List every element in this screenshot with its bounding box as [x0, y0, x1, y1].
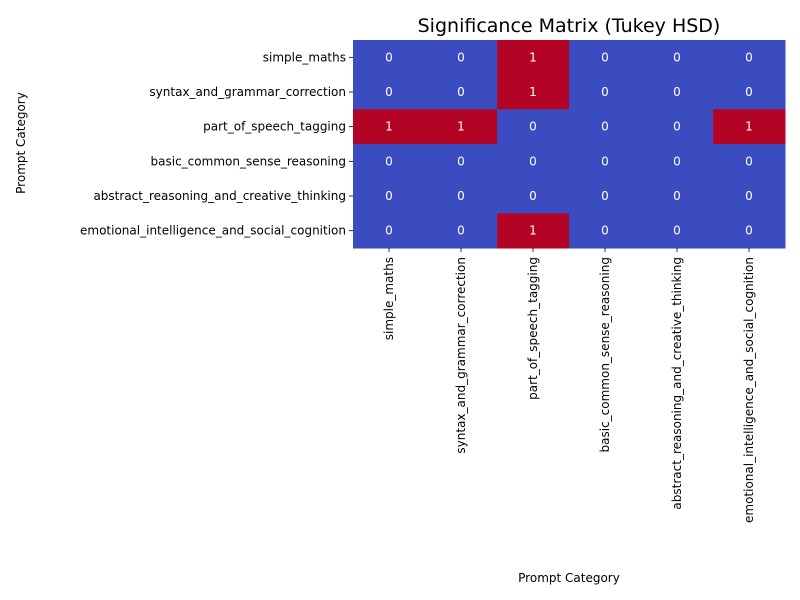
heatmap-cell [497, 40, 570, 76]
heatmap-cell [497, 74, 570, 110]
cell-value-label: 0 [457, 154, 465, 168]
x-tick-label: emotional_intelligence_and_social_cognit… [742, 257, 756, 523]
cell-value-label: 0 [673, 120, 681, 134]
y-axis-ticks: simple_maths syntax_and_grammar_correctio… [80, 50, 353, 238]
x-tick-label: basic_common_sense_reasoning [598, 257, 612, 452]
cell-value-label: 0 [529, 154, 537, 168]
cell-value-label: 0 [601, 50, 609, 64]
heatmap-cell [497, 213, 570, 249]
cell-value-label: 1 [745, 120, 753, 134]
y-axis-label: Prompt Category [14, 92, 28, 194]
cell-value-label: 0 [745, 189, 753, 203]
heatmap-cell [713, 144, 786, 180]
y-tick-label: simple_maths [263, 50, 346, 64]
heatmap-cell [641, 213, 714, 249]
cell-value-label: 0 [457, 189, 465, 203]
heatmap-cell [425, 40, 498, 76]
cell-value-label: 0 [457, 50, 465, 64]
heatmap-cell [569, 40, 642, 76]
heatmap-cell [713, 109, 786, 145]
cell-value-label: 0 [673, 224, 681, 238]
cell-value-label: 1 [529, 85, 537, 99]
cell-value-label: 0 [529, 189, 537, 203]
y-tick-label: part_of_speech_tagging [203, 120, 346, 134]
heatmap-cell [641, 109, 714, 145]
cell-value-label: 0 [601, 120, 609, 134]
heatmap-cell [569, 144, 642, 180]
heatmap-cell [641, 178, 714, 214]
heatmap-cell [713, 178, 786, 214]
cell-value-label: 0 [601, 189, 609, 203]
heatmap-cells: 0 0 1 0 0 0 0 0 1 0 0 0 1 1 0 0 0 1 0 0 0 0 0 0 0 0 0 0 0 0 0 0 1 0 0 0 [353, 40, 786, 249]
cell-value-label: 0 [529, 120, 537, 134]
heatmap-cell [713, 213, 786, 249]
heatmap-cell [425, 213, 498, 249]
cell-value-label: 0 [673, 50, 681, 64]
heatmap-cell [497, 178, 570, 214]
cell-value-label: 0 [745, 224, 753, 238]
cell-value-label: 0 [385, 85, 393, 99]
heatmap-cell [353, 40, 426, 76]
cell-value-label: 0 [385, 154, 393, 168]
x-tick-label: syntax_and_grammar_correction [454, 257, 468, 454]
cell-value-label: 0 [457, 224, 465, 238]
heatmap-cell [569, 74, 642, 110]
cell-value-label: 1 [529, 224, 537, 238]
x-tick-label: abstract_reasoning_and_creative_thinking [670, 257, 684, 510]
cell-value-label: 1 [457, 120, 465, 134]
cell-value-label: 0 [385, 224, 393, 238]
heatmap-cell [497, 144, 570, 180]
x-axis-label: Prompt Category [518, 571, 620, 585]
heatmap-cell [569, 109, 642, 145]
chart-title: Significance Matrix (Tukey HSD) [418, 15, 721, 37]
heatmap-cell [353, 144, 426, 180]
cell-value-label: 0 [457, 85, 465, 99]
heatmap-cell [425, 144, 498, 180]
heatmap-cell [569, 178, 642, 214]
cell-value-label: 0 [745, 50, 753, 64]
y-tick-label: emotional_intelligence_and_social_cognit… [80, 224, 346, 238]
cell-value-label: 1 [529, 50, 537, 64]
heatmap-cell [425, 109, 498, 145]
x-axis-ticks: simple_maths syntax_and_grammar_correctio… [382, 248, 756, 523]
cell-value-label: 0 [601, 154, 609, 168]
heatmap-cell [497, 109, 570, 145]
cell-value-label: 0 [385, 189, 393, 203]
heatmap-cell [641, 40, 714, 76]
cell-value-label: 0 [601, 85, 609, 99]
heatmap-cell [353, 109, 426, 145]
heatmap-cell [425, 74, 498, 110]
heatmap-cell [353, 74, 426, 110]
x-tick-label: simple_maths [382, 257, 396, 340]
heatmap-cell [353, 213, 426, 249]
cell-value-label: 0 [385, 50, 393, 64]
cell-value-label: 0 [601, 224, 609, 238]
y-tick-label: basic_common_sense_reasoning [151, 154, 346, 168]
heatmap-cell [569, 213, 642, 249]
cell-value-label: 0 [673, 154, 681, 168]
heatmap-cell [713, 40, 786, 76]
cell-value-label: 0 [745, 154, 753, 168]
cell-value-label: 0 [745, 85, 753, 99]
y-tick-label: abstract_reasoning_and_creative_thinking [93, 189, 346, 203]
heatmap-cell [425, 178, 498, 214]
heatmap-cell [713, 74, 786, 110]
cell-value-label: 1 [385, 120, 393, 134]
y-tick-label: syntax_and_grammar_correction [149, 85, 346, 99]
heatmap-cell [641, 144, 714, 180]
cell-value-label: 0 [673, 85, 681, 99]
heatmap-cell [353, 178, 426, 214]
cell-value-label: 0 [673, 189, 681, 203]
x-tick-label: part_of_speech_tagging [526, 257, 540, 400]
heatmap-cell [641, 74, 714, 110]
